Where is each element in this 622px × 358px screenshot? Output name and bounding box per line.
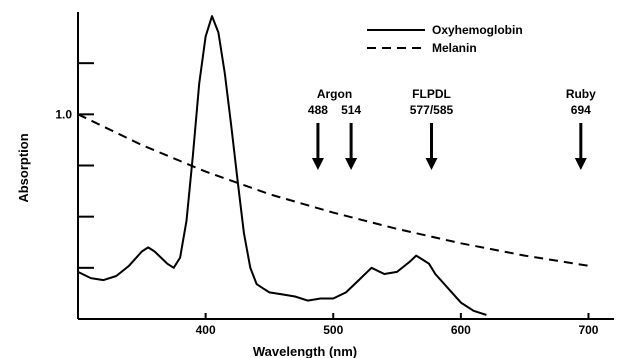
- arrow-head-ruby: [574, 158, 587, 170]
- wavelength-label-ruby: 694: [571, 103, 591, 117]
- x-tick-label-600: 600: [451, 323, 471, 337]
- arrow-head-flpdl: [425, 158, 438, 170]
- y-tick-label: 1.0: [55, 107, 72, 121]
- x-tick-label-500: 500: [323, 323, 343, 337]
- legend-label-oxyhemoglobin: Oxyhemoglobin: [432, 23, 523, 37]
- laser-group-label-ruby: Ruby: [566, 87, 596, 101]
- wavelength-label-argon-514: 514: [341, 103, 361, 117]
- axes: [77, 12, 614, 320]
- legend: Oxyhemoglobin Melanin: [367, 23, 523, 55]
- arrow-head-argon-488: [311, 158, 324, 170]
- arrow-head-argon-514: [345, 158, 358, 170]
- y-axis-label: Absorption: [16, 133, 31, 202]
- x-tick-label-400: 400: [196, 323, 216, 337]
- wavelength-label-argon-488: 488: [308, 103, 328, 117]
- ticks: 400 500 600 700 1.0: [55, 62, 599, 337]
- legend-label-melanin: Melanin: [432, 41, 477, 55]
- laser-group-label-flpdl: FLPDL: [412, 87, 451, 101]
- wavelength-label-flpdl: 577/585: [410, 103, 454, 117]
- x-axis-label: Wavelength (nm): [253, 344, 357, 358]
- series-line-melanin: [77, 113, 589, 267]
- series-layer: [77, 15, 589, 316]
- laser-group-label-argon: Argon: [317, 87, 352, 101]
- x-tick-label-700: 700: [578, 323, 598, 337]
- series-line-oxyhemoglobin: [77, 15, 487, 316]
- laser-annotations: 488 514 577/585 694 Argon FLPDL Ruby: [308, 87, 596, 170]
